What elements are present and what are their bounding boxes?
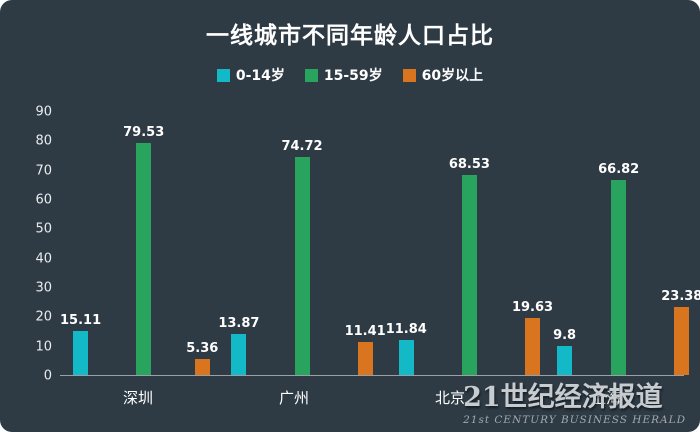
bar-0-14岁-上海 xyxy=(557,346,573,375)
bar-60岁以上-北京 xyxy=(525,317,541,375)
watermark-brand-en: 21st CENTURY BUSINESS HERALD xyxy=(463,414,686,426)
bar-group-广州: 13.87 74.72 11.41 xyxy=(218,112,386,375)
watermark-brand-cn: 21世纪经济报道 xyxy=(463,382,663,414)
bar-wrap: 15.11 xyxy=(60,112,101,375)
bar-value-label: 23.38 xyxy=(661,288,700,304)
bar-wrap: 68.53 xyxy=(449,112,490,375)
bar-15-59岁-北京 xyxy=(461,174,477,375)
bar-group-上海: 9.8 66.82 23.38 xyxy=(553,112,700,375)
bar-value-label: 13.87 xyxy=(218,316,260,332)
bar-value-label: 5.36 xyxy=(186,341,219,357)
bar-wrap: 66.82 xyxy=(598,112,639,375)
y-tick-label: 10 xyxy=(35,339,52,355)
x-category-label: 北京 xyxy=(434,389,465,407)
legend-swatch-icon xyxy=(402,68,416,82)
y-tick-label: 20 xyxy=(35,309,52,325)
plot-area: 15.11 79.53 5.36 13.87 74.72 11.41 11.84 68.53 1… xyxy=(60,112,700,376)
y-tick-label: 60 xyxy=(35,192,52,208)
bar-15-59岁-上海 xyxy=(611,179,627,375)
y-tick-label: 70 xyxy=(35,163,52,179)
chart-legend: 0-14岁 15-59岁 60岁以上 xyxy=(0,65,700,85)
legend-swatch-icon xyxy=(216,68,230,82)
bar-value-label: 79.53 xyxy=(123,124,165,140)
y-tick-label: 90 xyxy=(35,104,52,120)
chart-title: 一线城市不同年龄人口占比 xyxy=(206,23,494,49)
bar-value-label: 15.11 xyxy=(60,312,102,328)
bar-wrap: 19.63 xyxy=(512,112,553,375)
bar-chart: 0 10 20 30 40 50 60 70 80 90 15.11 79.53 5.36 13.87 7… xyxy=(18,98,700,420)
y-tick-label: 40 xyxy=(35,251,52,267)
bar-value-label: 19.63 xyxy=(511,299,554,315)
bar-wrap: 13.87 xyxy=(218,112,259,375)
bar-wrap: 11.41 xyxy=(345,112,386,375)
bar-60岁以上-广州 xyxy=(357,341,373,375)
bar-15-59岁-广州 xyxy=(294,156,310,375)
bar-0-14岁-深圳 xyxy=(73,330,89,375)
bar-value-label: 11.41 xyxy=(344,323,386,339)
bar-wrap: 11.84 xyxy=(386,112,427,375)
legend-item-1[interactable]: 15-59岁 xyxy=(304,65,383,85)
legend-item-0[interactable]: 0-14岁 xyxy=(216,65,285,85)
legend-label: 60岁以上 xyxy=(421,68,484,84)
bar-wrap: 79.53 xyxy=(123,112,164,375)
legend-label: 0-14岁 xyxy=(235,68,285,84)
y-tick-label: 0 xyxy=(43,368,52,384)
legend-item-2[interactable]: 60岁以上 xyxy=(402,65,484,85)
bar-15-59岁-深圳 xyxy=(136,142,152,375)
legend-label: 15-59岁 xyxy=(323,68,383,84)
x-category-label: 深圳 xyxy=(122,389,153,407)
y-tick-label: 80 xyxy=(35,133,52,149)
bar-wrap: 74.72 xyxy=(281,112,323,375)
bar-value-label: 68.53 xyxy=(448,156,490,172)
x-axis-labels: 深圳 广州 北京 上海 xyxy=(60,387,684,408)
bar-value-label: 11.84 xyxy=(385,322,427,338)
watermark: 21世纪经济报道 21st CENTURY BUSINESS HERALD xyxy=(463,383,686,426)
x-category-label: 上海 xyxy=(590,389,621,407)
bar-wrap: 9.8 xyxy=(553,112,576,375)
y-axis: 0 10 20 30 40 50 60 70 80 90 xyxy=(18,106,52,383)
y-tick-label: 30 xyxy=(35,280,52,296)
y-tick-label: 50 xyxy=(35,221,52,237)
bar-60岁以上-上海 xyxy=(674,306,690,375)
bar-value-label: 9.8 xyxy=(553,328,577,344)
bar-group-北京: 11.84 68.53 19.63 xyxy=(386,112,553,375)
bar-0-14岁-广州 xyxy=(231,334,247,375)
x-category-label: 广州 xyxy=(278,389,309,407)
bar-0-14岁-北京 xyxy=(398,340,414,375)
bar-wrap: 5.36 xyxy=(186,112,218,375)
bar-group-深圳: 15.11 79.53 5.36 xyxy=(60,112,218,375)
bar-value-label: 74.72 xyxy=(281,138,323,154)
bar-value-label: 66.82 xyxy=(598,161,640,177)
bar-wrap: 23.38 xyxy=(661,112,700,375)
legend-swatch-icon xyxy=(304,68,318,82)
bar-60岁以上-深圳 xyxy=(194,359,210,375)
